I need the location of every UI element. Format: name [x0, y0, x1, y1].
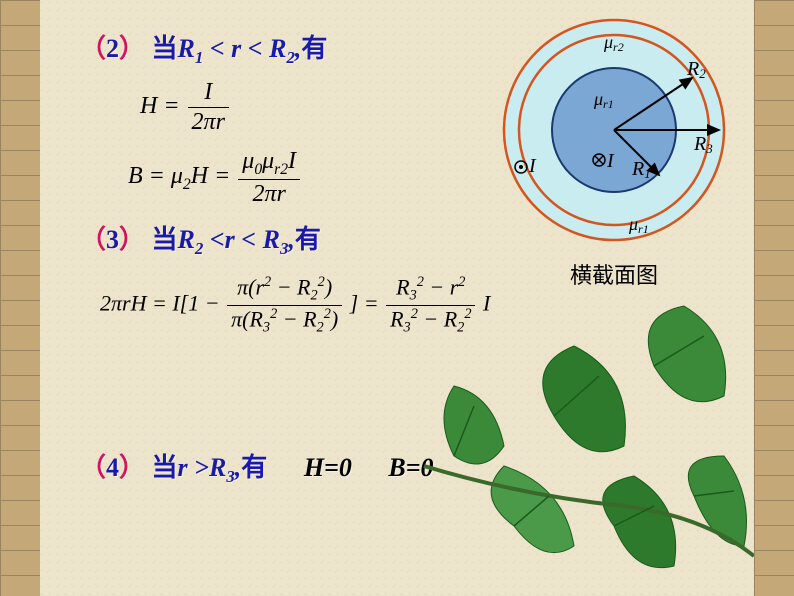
label-R2: R2	[686, 58, 706, 81]
brick-border-left	[0, 0, 40, 596]
section3-text: 当R2 <r < R3,有	[152, 225, 321, 254]
formula-H-den: 2πr	[188, 108, 229, 137]
result-H: H=0	[304, 453, 352, 482]
brick-border-right	[754, 0, 794, 596]
section-num-2: 2	[106, 34, 119, 63]
formula-B-frac: μ0μr2I 2πr	[238, 147, 300, 209]
diagram-svg: μr2 μr1 μr1 R1 R2 R3 I I	[499, 15, 729, 245]
vein-6	[694, 491, 734, 496]
paren-close-3: ）	[119, 225, 145, 254]
vein-4	[514, 496, 549, 526]
diagram-caption: 横截面图	[494, 258, 734, 290]
leaf-5	[603, 476, 676, 568]
vein-5	[614, 506, 654, 526]
section4-heading: （4） 当r >R3,有 H=0 B=0	[80, 447, 714, 487]
formula-long-rhs: I	[483, 291, 490, 316]
paren-open-3: （	[80, 225, 106, 254]
section-num-3: 3	[106, 225, 119, 254]
formula-long-f1-num: π(r2 − R22)	[227, 274, 342, 306]
vein-2	[554, 376, 599, 416]
formula-H-num: I	[188, 78, 229, 108]
formula-long-lhs: 2πrH = I[1 −	[100, 291, 220, 316]
slide-content: （2） 当R1 < r < R2,有 H = I 2πr B = μ2H = μ…	[40, 0, 754, 596]
section4-text: 当r >R3,有	[152, 453, 268, 482]
paren-close-4: ）	[119, 453, 145, 482]
formula-B-num: μ0μr2I	[238, 147, 300, 181]
formula-long-frac2: R32 − r2 R32 − R22	[386, 274, 475, 336]
section2-text: 当R1 < r < R2,有	[152, 34, 328, 63]
cross-section-diagram: μr2 μr1 μr1 R1 R2 R3 I I 横截面图	[494, 15, 734, 290]
formula-long-f2-den: R32 − R22	[386, 306, 475, 337]
label-I-outer: I	[528, 155, 537, 177]
paren-open-4: （	[80, 453, 106, 482]
formula-long-f2-num: R32 − r2	[386, 274, 475, 306]
formula-H-lhs: H =	[140, 93, 180, 119]
section-num-4: 4	[106, 453, 119, 482]
current-out-dot	[519, 165, 523, 169]
formula-H-frac: I 2πr	[188, 78, 229, 137]
result-B: B=0	[388, 453, 433, 482]
formula-B-lhs: B = μ2H =	[128, 163, 230, 189]
vein-3	[654, 336, 704, 366]
paren-open-2: （	[80, 34, 106, 63]
paren-close-2: ）	[119, 34, 145, 63]
formula-long-frac1: π(r2 − R22) π(R32 − R22)	[227, 274, 342, 336]
formula-B-den: 2πr	[238, 180, 300, 209]
label-I-inner: I	[606, 150, 615, 172]
formula-long-f1-den: π(R32 − R22)	[227, 306, 342, 337]
leaf-2	[543, 346, 626, 452]
formula-long-mid: ] =	[350, 291, 379, 316]
